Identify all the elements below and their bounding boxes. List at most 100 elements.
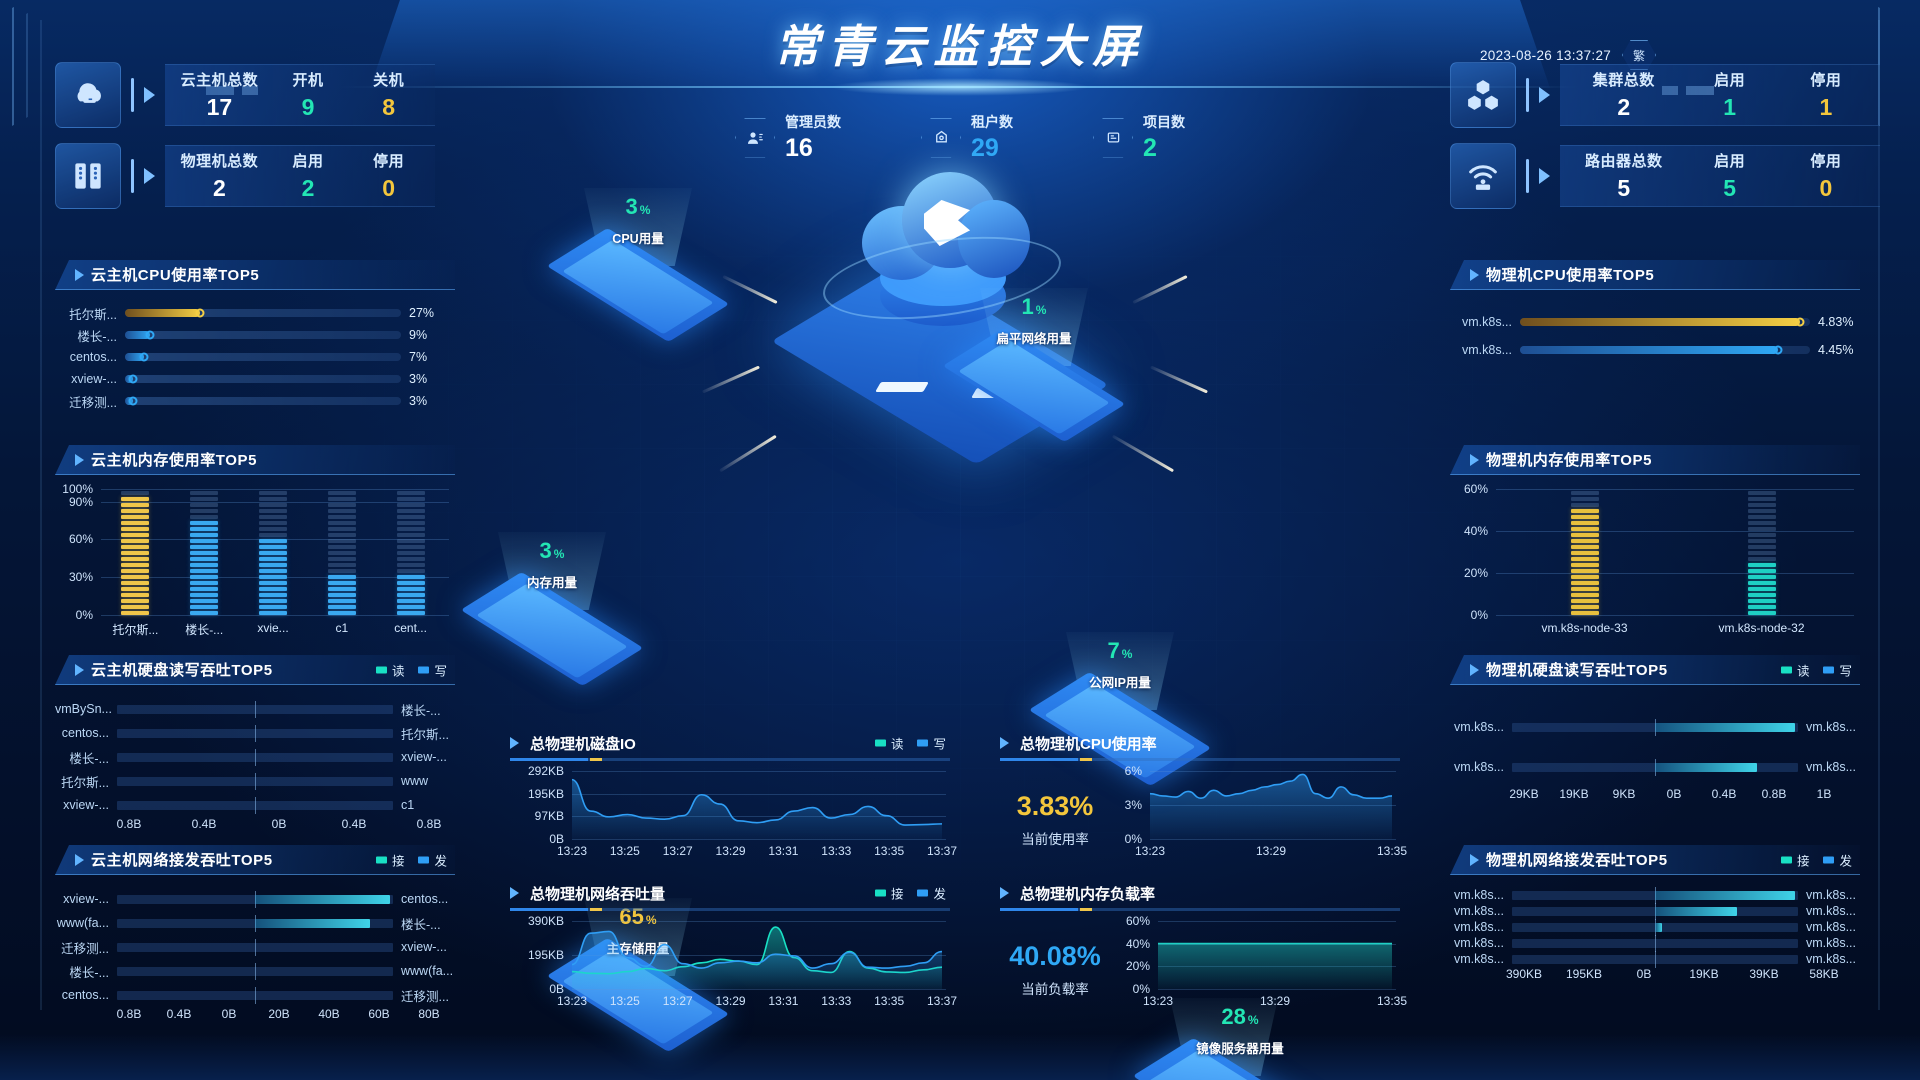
stat-row-physical-hosts[interactable]: 物理机总数 2 启用 2 停用 0	[55, 143, 435, 209]
summary-projects[interactable]: 项目数 2	[1093, 112, 1185, 163]
bidirectional-row[interactable]: vm.k8s... vm.k8s...	[1450, 886, 1860, 904]
x-axis-tick: 0.4B	[341, 817, 367, 831]
bidirectional-chart: vmBySn... 楼长-... centos... 托尔斯... 楼长-... xvie…	[55, 697, 455, 835]
progress-row[interactable]: vm.k8s... 4.45%	[1450, 336, 1860, 364]
bar-segment	[121, 491, 150, 495]
bidirectional-row[interactable]: 迁移测... xview-...	[55, 935, 455, 959]
triangle-icon	[510, 887, 519, 899]
bar-column[interactable]	[259, 491, 287, 615]
chart-svg	[1150, 773, 1392, 839]
bar-segment	[1570, 545, 1599, 549]
x-axis-tick: 19KB	[1689, 967, 1719, 981]
bidirectional-row[interactable]: vm.k8s... vm.k8s...	[1450, 747, 1860, 787]
iso-tile-public-ip[interactable]: 7% 公网IP用量	[1028, 632, 1212, 787]
bidirectional-row[interactable]: vmBySn... 楼长-...	[55, 697, 455, 721]
progress-row[interactable]: vm.k8s... 4.83%	[1450, 308, 1860, 336]
legend-read: 读	[1780, 660, 1809, 679]
bidirectional-row[interactable]: vm.k8s... vm.k8s...	[1450, 950, 1860, 968]
bidirectional-row[interactable]: xview-... centos...	[55, 887, 455, 911]
stat-value: 0	[1819, 175, 1833, 201]
bidirectional-row[interactable]: xview-... c1	[55, 793, 455, 817]
x-axis-tick: 0B	[271, 817, 287, 831]
progress-label: 托尔斯...	[69, 307, 117, 322]
gridline	[1496, 489, 1854, 490]
bar-segment	[1747, 557, 1776, 561]
row-track	[1512, 886, 1798, 904]
current-mem-label: 当前负载率	[1021, 982, 1089, 997]
triangle-icon	[510, 737, 519, 749]
iso-tile-flat-network[interactable]: 1% 扁平网络用量	[942, 288, 1126, 443]
gridline	[1158, 989, 1396, 990]
iso-tile-cpu[interactable]: 3% CPU用量	[546, 188, 730, 343]
bidirectional-row[interactable]: vm.k8s... vm.k8s...	[1450, 918, 1860, 936]
x-axis: 0.8B 0.4B 0B 0.4B 0.8B	[55, 817, 455, 835]
bar-segment	[396, 611, 425, 615]
x-axis-label: vm.k8s-node-32	[1718, 621, 1805, 635]
panel-total-cpu: 总物理机CPU使用率 3.83% 当前使用率 0% 3% 6% 13:23 13:29 1…	[1000, 728, 1407, 861]
x-axis-tick: 13:35	[1376, 994, 1408, 1008]
row-label-right: vm.k8s...	[1806, 952, 1857, 966]
bar-column[interactable]	[396, 491, 425, 615]
panel-total-disk-io: 总物理机磁盘IO 读 写 0B 97KB 195KB 292KB 13:23 13:25 1…	[510, 728, 957, 861]
row-label-right: vm.k8s...	[1806, 936, 1857, 950]
bar-segment	[190, 515, 219, 519]
stat-cell: 物理机总数 2	[171, 150, 268, 202]
bidirectional-row[interactable]: centos... 托尔斯...	[55, 721, 455, 745]
bidirectional-row[interactable]: 楼长-... www(fa...	[55, 959, 455, 983]
bar-segment	[1747, 587, 1776, 591]
summary-admins[interactable]: 管理员数 16	[735, 112, 841, 163]
progress-row[interactable]: centos... 7%	[55, 346, 451, 368]
iso-tile-memory[interactable]: 3% 内存用量	[460, 532, 644, 687]
tile-percent: 3%	[625, 194, 651, 219]
row-label-right: www(fa...	[401, 964, 454, 978]
frame-edge	[40, 20, 42, 1010]
progress-row[interactable]: xview-... 3%	[55, 368, 451, 390]
bidirectional-row[interactable]: 托尔斯... www	[55, 769, 455, 793]
y-axis-tick: 90%	[68, 494, 93, 509]
progress-row[interactable]: 迁移测... 3%	[55, 390, 451, 412]
stat-row-routers[interactable]: 路由器总数 5 启用 5 停用 0	[1450, 143, 1880, 209]
bar-column[interactable]	[190, 491, 219, 615]
bar-column[interactable]	[327, 491, 356, 615]
stat-value: 8	[382, 94, 396, 120]
gridline	[101, 615, 449, 616]
progress-row[interactable]: 托尔斯... 27%	[55, 302, 451, 324]
bidirectional-row[interactable]: vm.k8s... vm.k8s...	[1450, 934, 1860, 952]
stat-row-clusters[interactable]: 集群总数 2 启用 1 停用 1	[1450, 62, 1880, 128]
progress-track	[1520, 317, 1810, 327]
bar-segment	[121, 515, 150, 519]
bar-column[interactable]	[1570, 491, 1599, 615]
stat-label: 路由器总数	[1584, 153, 1663, 170]
x-axis-label: 托尔斯...	[112, 623, 159, 637]
stat-value: 1	[1819, 94, 1833, 120]
y-axis-tick: 30%	[68, 570, 93, 585]
panel-header: 总物理机磁盘IO 读 写	[510, 728, 950, 758]
bidirectional-row[interactable]: www(fa... 楼长-...	[55, 911, 455, 935]
stat-divider	[1526, 78, 1529, 112]
column-chart: 0% 30% 60% 90% 100% 托尔斯... 楼长-... xvie... c1 cent…	[55, 482, 455, 639]
x-axis-tick: 13:31	[768, 844, 799, 858]
bidirectional-row[interactable]: vm.k8s... vm.k8s...	[1450, 902, 1860, 920]
bidirectional-row[interactable]: vm.k8s... vm.k8s...	[1450, 707, 1860, 747]
stat-row-cloud-hosts[interactable]: 云主机总数 17 开机 9 关机 8	[55, 62, 435, 128]
y-axis-tick: 0%	[1470, 608, 1488, 622]
progress-row[interactable]: 楼长-... 9%	[55, 324, 451, 346]
iso-tile-image-server[interactable]: 28% 镜像服务器用量	[1132, 998, 1340, 1080]
legend: 接 发	[1780, 850, 1852, 869]
progress-value: 3%	[409, 372, 428, 386]
row-track	[117, 890, 393, 908]
y-axis-tick: 40%	[1463, 524, 1488, 538]
bidirectional-row[interactable]: centos... 迁移测...	[55, 983, 455, 1007]
bar-segment	[1747, 491, 1776, 495]
bar-segment	[396, 491, 425, 495]
bar-column[interactable]	[121, 491, 150, 615]
bar-segment	[190, 569, 219, 573]
summary-tenants[interactable]: 租户数 29	[921, 112, 1013, 163]
bidirectional-row[interactable]: 楼长-... xview-...	[55, 745, 455, 769]
tile-percent: 28%	[1221, 1004, 1259, 1029]
bar-column[interactable]	[1747, 491, 1776, 615]
connector-line	[1111, 434, 1175, 473]
x-axis-tick: 0.8B	[416, 817, 442, 831]
bar-segment	[190, 575, 219, 579]
